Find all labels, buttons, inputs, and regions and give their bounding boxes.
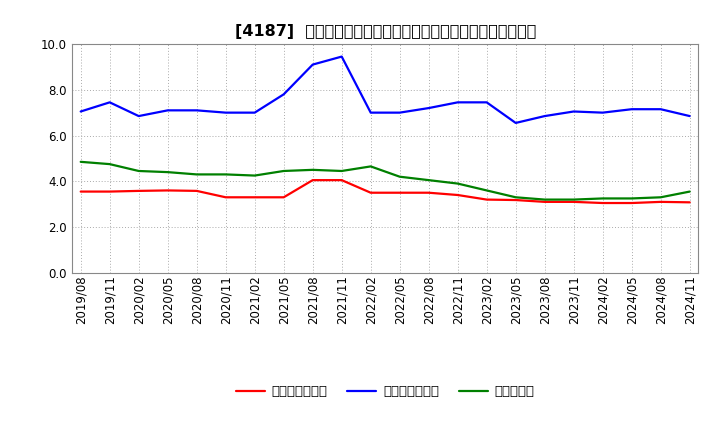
在庫回転率 <box>76 159 85 165</box>
在庫回転率 <box>192 172 201 177</box>
売上債権回転率 <box>192 188 201 194</box>
売上債権回転率 <box>657 199 665 205</box>
買入債務回転率 <box>511 120 520 125</box>
売上債権回転率 <box>511 198 520 203</box>
売上債権回転率 <box>570 199 578 205</box>
買入債務回転率 <box>482 100 491 105</box>
売上債権回転率 <box>279 194 288 200</box>
在庫回転率 <box>657 194 665 200</box>
在庫回転率 <box>395 174 404 180</box>
買入債務回転率 <box>251 110 259 115</box>
売上債権回転率 <box>454 192 462 198</box>
売上債権回転率 <box>598 200 607 205</box>
売上債権回転率 <box>221 194 230 200</box>
買入債務回転率 <box>221 110 230 115</box>
買入債務回転率 <box>366 110 375 115</box>
在庫回転率 <box>366 164 375 169</box>
買入債務回転率 <box>424 106 433 111</box>
買入債務回転率 <box>76 109 85 114</box>
買入債務回転率 <box>657 106 665 112</box>
売上債権回転率 <box>366 190 375 195</box>
売上債権回転率 <box>424 190 433 195</box>
在庫回転率 <box>541 197 549 202</box>
在庫回転率 <box>163 169 172 175</box>
売上債権回転率 <box>76 189 85 194</box>
買入債務回転率 <box>338 54 346 59</box>
売上債権回転率 <box>482 197 491 202</box>
在庫回転率 <box>251 173 259 178</box>
買入債務回転率 <box>279 92 288 97</box>
在庫回転率 <box>279 169 288 174</box>
在庫回転率 <box>221 172 230 177</box>
売上債権回転率 <box>685 200 694 205</box>
在庫回転率 <box>598 196 607 201</box>
在庫回転率 <box>454 181 462 186</box>
在庫回転率 <box>135 169 143 174</box>
在庫回転率 <box>627 196 636 201</box>
買入債務回転率 <box>192 108 201 113</box>
在庫回転率 <box>424 177 433 183</box>
売上債権回転率 <box>105 189 114 194</box>
買入債務回転率 <box>541 114 549 119</box>
在庫回転率 <box>482 188 491 193</box>
在庫回転率 <box>308 167 317 172</box>
Line: 買入債務回転率: 買入債務回転率 <box>81 57 690 123</box>
買入債務回転率 <box>598 110 607 115</box>
売上債権回転率 <box>251 194 259 200</box>
買入債務回転率 <box>395 110 404 115</box>
買入債務回転率 <box>105 100 114 105</box>
在庫回転率 <box>338 169 346 174</box>
買入債務回転率 <box>308 62 317 67</box>
在庫回転率 <box>685 189 694 194</box>
売上債権回転率 <box>338 177 346 183</box>
売上債権回転率 <box>541 199 549 205</box>
Title: [4187]  売上債権回転率、買入債務回転率、在庫回転率の推移: [4187] 売上債権回転率、買入債務回転率、在庫回転率の推移 <box>235 24 536 39</box>
売上債権回転率 <box>163 188 172 193</box>
Line: 在庫回転率: 在庫回転率 <box>81 162 690 200</box>
売上債権回転率 <box>627 200 636 205</box>
売上債権回転率 <box>308 177 317 183</box>
買入債務回転率 <box>135 114 143 119</box>
在庫回転率 <box>570 197 578 202</box>
売上債権回転率 <box>135 188 143 194</box>
売上債権回転率 <box>395 190 404 195</box>
在庫回転率 <box>105 161 114 167</box>
買入債務回転率 <box>570 109 578 114</box>
Line: 売上債権回転率: 売上債権回転率 <box>81 180 690 203</box>
買入債務回転率 <box>163 108 172 113</box>
買入債務回転率 <box>685 114 694 119</box>
在庫回転率 <box>511 194 520 200</box>
Legend: 売上債権回転率, 買入債務回転率, 在庫回転率: 売上債権回転率, 買入債務回転率, 在庫回転率 <box>230 380 540 403</box>
買入債務回転率 <box>627 106 636 112</box>
買入債務回転率 <box>454 100 462 105</box>
